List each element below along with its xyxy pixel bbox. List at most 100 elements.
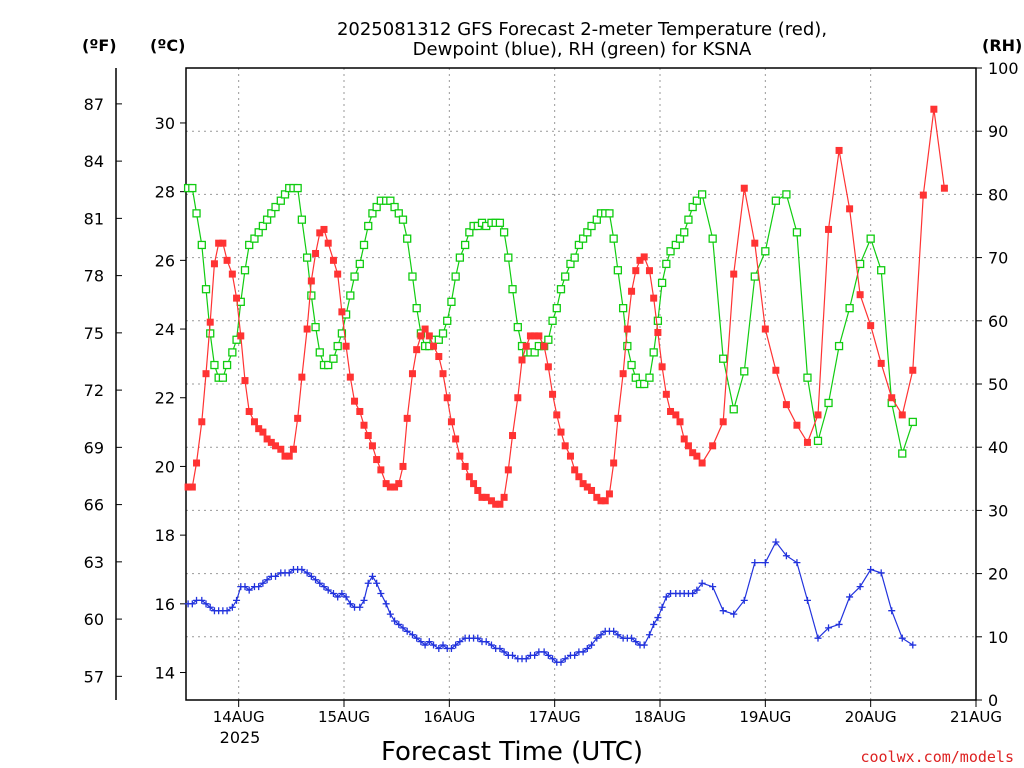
dewpoint-point	[228, 603, 236, 611]
rh-point	[708, 234, 717, 243]
temperature-point	[430, 342, 438, 350]
rh-point	[609, 234, 618, 243]
temperature-point	[553, 411, 561, 419]
dewpoint-point	[399, 624, 407, 632]
year-label: 2025	[220, 728, 261, 747]
temperature-point	[324, 239, 332, 247]
rh-point	[355, 259, 364, 269]
rh-point	[311, 322, 320, 332]
temperature-point	[425, 332, 433, 340]
dewpoint-point	[342, 593, 350, 601]
rh-point	[250, 234, 259, 243]
rh-point	[631, 373, 640, 382]
rh-point	[782, 190, 791, 199]
dewpoint-point	[403, 627, 411, 635]
temperature-point	[610, 459, 618, 467]
rh-point	[460, 240, 470, 250]
dewpoint-series	[184, 538, 917, 666]
rh-point	[197, 240, 206, 250]
rh-point	[761, 247, 770, 256]
temperature-point	[825, 225, 833, 233]
temperature-point	[368, 442, 376, 450]
rh-point	[218, 373, 228, 382]
rh-point	[508, 285, 517, 294]
rh-point	[649, 348, 658, 357]
temperature-point	[909, 366, 917, 374]
dewpoint-point	[825, 624, 833, 632]
dewpoint-point	[263, 576, 271, 584]
temperature-point	[487, 497, 495, 505]
rh-point	[228, 348, 237, 357]
dewpoint-point	[452, 641, 460, 649]
celsius-tick-label: 16	[155, 595, 175, 614]
rh-point	[504, 253, 513, 262]
temperature-point	[772, 366, 780, 374]
temperature-point	[259, 428, 267, 436]
temperature-point	[241, 377, 249, 385]
dewpoint-point	[338, 590, 346, 598]
temperature-point	[676, 418, 684, 426]
dewpoint-point	[368, 572, 376, 580]
rh-point	[729, 405, 738, 414]
rh-point	[618, 304, 628, 313]
temperature-point	[272, 442, 280, 450]
rh-point	[465, 228, 474, 237]
temperature-point	[399, 462, 407, 470]
temperature-point	[940, 184, 948, 192]
dewpoint-point	[593, 634, 601, 642]
dewpoint-point	[650, 620, 658, 628]
dewpoint-point	[421, 641, 429, 649]
x-axis-label: Forecast Time (UTC)	[381, 737, 643, 767]
dewpoint-point	[233, 596, 241, 604]
dewpoint-point	[583, 644, 591, 652]
celsius-unit-label: (ºC)	[150, 36, 185, 55]
dewpoint-point	[835, 620, 843, 628]
dewpoint-point	[662, 593, 670, 601]
rh-point	[544, 335, 553, 344]
rh-point	[877, 266, 886, 275]
rh-tick-label: 40	[988, 438, 1008, 457]
temperature-point	[289, 445, 297, 453]
rh-point	[302, 253, 312, 262]
temperature-point	[761, 325, 769, 333]
x-tick-label: 19AUG	[739, 708, 791, 726]
rh-point	[495, 218, 505, 227]
temperature-point	[867, 322, 875, 330]
temperature-point	[228, 270, 236, 278]
temperature-point	[386, 483, 394, 491]
rh-point	[578, 234, 588, 243]
fahrenheit-tick-label: 78	[84, 267, 104, 286]
dewpoint-point	[285, 569, 293, 577]
rh-point	[350, 272, 359, 281]
rh-point	[803, 373, 812, 382]
rh-tick-label: 0	[988, 691, 998, 710]
rh-point	[293, 183, 302, 193]
rh-point	[771, 196, 781, 205]
rh-point	[908, 417, 917, 427]
rh-point	[640, 379, 649, 389]
temperature-point	[255, 425, 263, 433]
temperature-point	[658, 363, 666, 371]
dewpoint-point	[439, 641, 447, 649]
rh-tick-label: 30	[988, 501, 1008, 520]
rh-point	[206, 329, 215, 338]
rh-point	[359, 240, 369, 250]
temperature-point	[316, 229, 324, 237]
temperature-point	[930, 105, 938, 113]
temperature-point	[456, 452, 464, 460]
temperature-point	[856, 291, 864, 299]
dewpoint-point	[202, 600, 210, 608]
dewpoint-point	[740, 596, 748, 604]
temperature-point	[814, 411, 822, 419]
temperature-point	[640, 253, 648, 261]
dewpoint-point	[571, 651, 579, 659]
rh-point	[645, 373, 654, 382]
dewpoint-point	[544, 651, 552, 659]
rh-point	[684, 215, 693, 224]
temperature-point	[522, 342, 530, 350]
rh-point	[719, 354, 728, 363]
rh-point	[671, 240, 680, 250]
rh-point	[297, 215, 307, 224]
rh-point	[548, 316, 557, 325]
chart-title-line2: Dewpoint (blue), RH (green) for KSNA	[413, 39, 752, 60]
